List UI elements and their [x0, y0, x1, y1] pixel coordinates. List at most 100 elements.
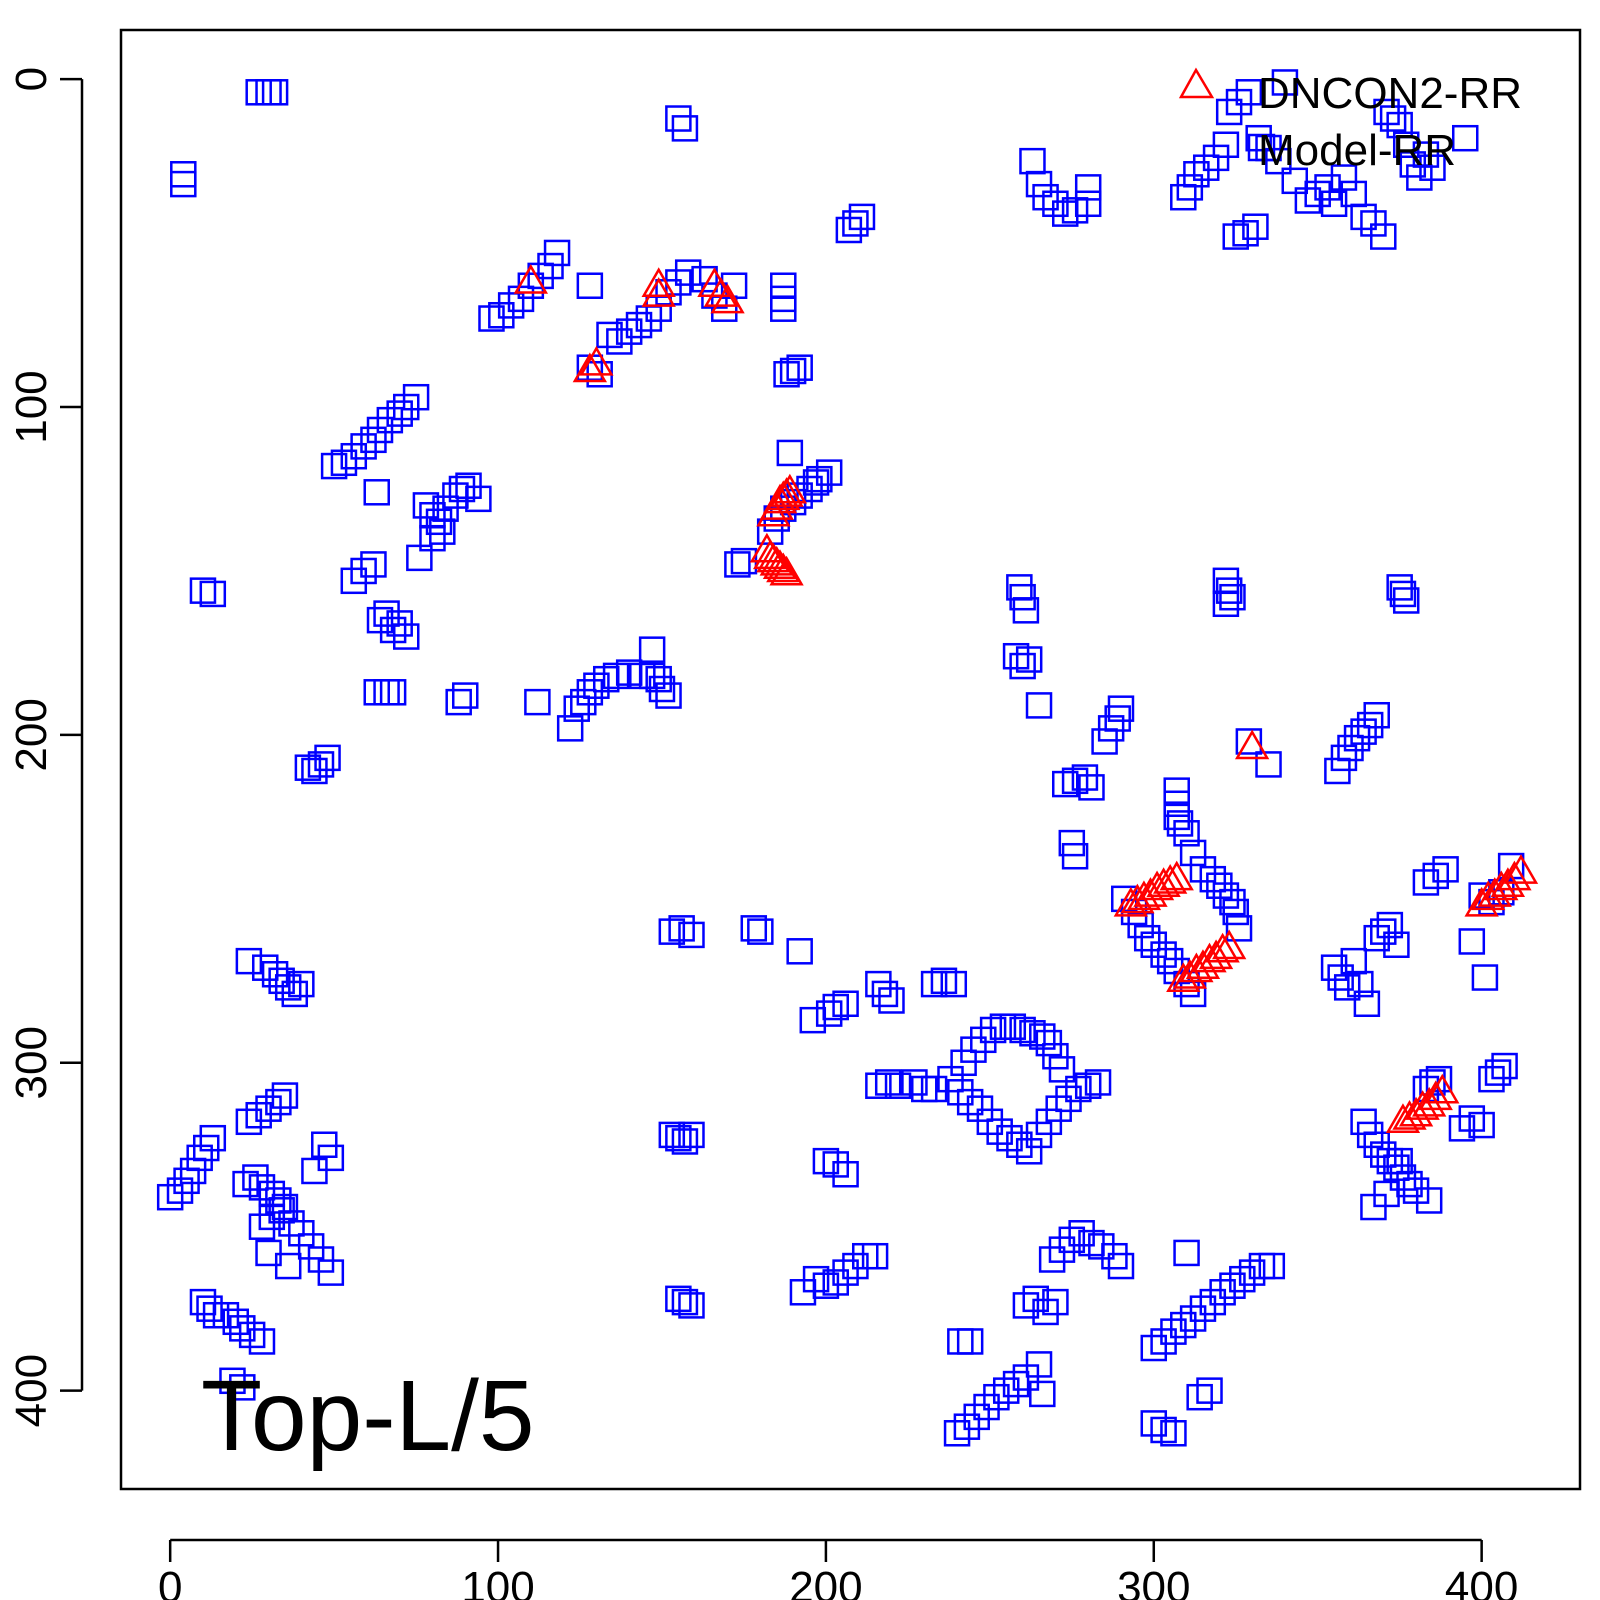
model-rr-point	[278, 1210, 305, 1237]
model-rr-point	[1222, 223, 1249, 250]
y-axis: 0 100 200 300 400	[7, 67, 84, 1427]
model-rr-point	[1052, 770, 1079, 798]
dncon2-rr-point	[1198, 939, 1234, 970]
model-rr-point	[1376, 911, 1404, 939]
model-rr-point	[638, 636, 666, 663]
model-rr-point	[1074, 174, 1102, 201]
model-rr-point	[219, 1367, 246, 1395]
model-rr-point	[242, 1164, 269, 1191]
model-rr-point	[281, 980, 309, 1008]
dncon2-rr-point	[1146, 867, 1181, 897]
model-rr-point	[255, 1239, 282, 1267]
model-rr-point	[665, 105, 692, 132]
model-rr-point	[1032, 183, 1059, 211]
model-rr-point	[199, 1124, 227, 1152]
dncon2-rr-point	[1234, 729, 1270, 760]
model-rr-point	[848, 203, 876, 231]
model-rr-point	[1012, 1292, 1040, 1319]
dncon2-rr-point	[1398, 1096, 1434, 1127]
model-rr-point	[606, 328, 633, 355]
model-rr-point	[747, 918, 774, 945]
model-rr-point	[953, 1413, 981, 1440]
model-rr-point	[448, 475, 476, 503]
model-rr-point	[1140, 1334, 1168, 1362]
model-rr-point	[1484, 1059, 1512, 1086]
model-rr-point	[1425, 1065, 1453, 1093]
model-rr-point	[556, 715, 584, 742]
model-rr-point	[189, 577, 217, 604]
model-rr-point	[1179, 1305, 1207, 1332]
model-rr-point	[648, 675, 676, 703]
model-rr-point	[1170, 1311, 1197, 1339]
model-rr-point	[874, 1069, 902, 1096]
model-rr-point	[576, 272, 604, 299]
model-rr-point	[678, 1292, 705, 1319]
model-rr-point	[802, 1265, 830, 1293]
model-rr-point	[1042, 1288, 1069, 1316]
dncon2-rr-point	[1205, 932, 1240, 963]
model-rr-point	[1189, 1295, 1217, 1322]
model-rr-point	[911, 1075, 938, 1103]
model-rr-point	[314, 744, 341, 772]
model-rr-point	[1061, 842, 1089, 870]
model-rr-point	[884, 1072, 912, 1099]
dncon2-rr-point	[1418, 1080, 1453, 1111]
y-tick-label: 400	[7, 1354, 56, 1427]
dncon2-rr-points	[513, 263, 1539, 1134]
model-rr-point	[196, 1295, 223, 1322]
model-rr-point	[930, 967, 958, 995]
model-rr-point	[1386, 1147, 1413, 1175]
dncon2-rr-point	[579, 345, 614, 376]
model-rr-point	[1097, 715, 1125, 742]
model-rr-point	[832, 1259, 859, 1286]
model-rr-point	[238, 1321, 266, 1349]
model-rr-point	[1186, 1383, 1213, 1411]
model-rr-point	[350, 557, 377, 585]
model-rr-point	[445, 688, 472, 716]
model-rr-point	[1150, 1328, 1177, 1355]
model-rr-point	[596, 321, 623, 349]
model-rr-point	[170, 161, 197, 188]
model-rr-point	[655, 279, 682, 306]
model-rr-point	[1019, 147, 1046, 175]
model-rr-point	[1107, 1252, 1135, 1280]
model-rr-point	[1212, 882, 1240, 909]
model-rr-point	[842, 210, 869, 237]
model-rr-point	[1048, 1056, 1076, 1083]
model-rr-point	[363, 679, 390, 706]
model-rr-point	[317, 1259, 345, 1286]
model-rr-point	[625, 311, 653, 339]
model-rr-point	[488, 301, 515, 329]
dncon2-rr-point	[1185, 949, 1221, 979]
model-rr-point	[1015, 1138, 1043, 1165]
model-rr-point	[429, 518, 456, 545]
model-rr-point	[947, 1079, 974, 1106]
model-rr-point	[373, 679, 400, 706]
model-rr-point	[386, 400, 413, 427]
model-rr-point	[1432, 856, 1459, 883]
dncon2-rr-point	[1477, 877, 1512, 907]
model-rr-point	[1219, 888, 1246, 916]
model-rr-point	[192, 1134, 220, 1162]
model-rr-point	[1242, 213, 1269, 240]
model-rr-point	[1448, 1115, 1476, 1142]
x-tick-label: 400	[1445, 1563, 1518, 1600]
dncon2-rr-point	[1159, 860, 1194, 891]
dncon2-rr-point	[710, 283, 745, 314]
model-rr-point	[173, 1167, 200, 1195]
model-rr-point	[350, 433, 377, 460]
model-rr-point	[543, 239, 571, 267]
x-tick-label: 0	[158, 1563, 182, 1600]
model-rr-point	[1314, 174, 1341, 201]
model-rr-point	[842, 1252, 869, 1280]
model-rr-point	[1471, 964, 1499, 991]
model-rr-point	[1379, 105, 1407, 132]
model-rr-point	[1065, 1075, 1092, 1103]
model-rr-point	[452, 682, 479, 709]
model-rr-point	[1179, 980, 1207, 1008]
model-rr-point	[340, 567, 368, 595]
model-rr-point	[402, 383, 430, 411]
model-rr-point	[806, 465, 833, 493]
model-rr-point	[691, 265, 718, 293]
model-rr-point	[1497, 852, 1525, 880]
